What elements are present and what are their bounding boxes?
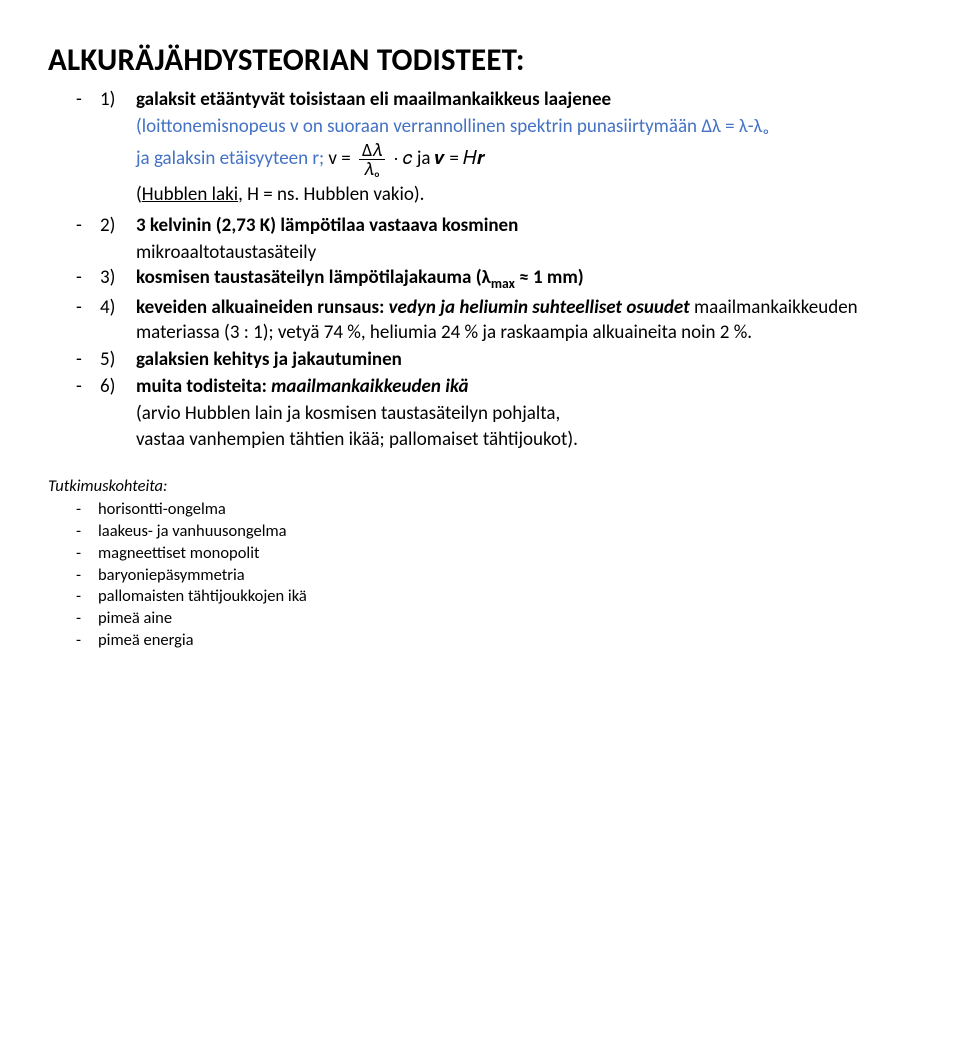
- galaxy-distance-note: ja galaksin etäisyyteen r;: [136, 147, 328, 170]
- research-subjects-list: -horisontti-ongelma -laakeus- ja vanhuus…: [76, 499, 912, 651]
- tk-item: laakeus- ja vanhuusongelma: [98, 521, 287, 543]
- item-text-pre: muita todisteita:: [136, 375, 271, 398]
- bullet-dash: -: [76, 543, 98, 565]
- list-item: - 1) galaksit etääntyvät toisistaan eli …: [76, 87, 912, 112]
- item-text-pre: keveiden alkuaineiden runsaus:: [136, 296, 389, 319]
- item-continuation-1: (arvio Hubblen lain ja kosmisen taustasä…: [136, 402, 560, 425]
- item-text-line2: mikroaaltotaustasäteily: [136, 241, 316, 264]
- list-item: - 4) keveiden alkuaineiden runsaus: vedy…: [76, 295, 912, 345]
- tk-item: pimeä aine: [98, 608, 172, 630]
- lambda-value: ≈ 1 mm): [515, 266, 584, 289]
- velocity-equation-lhs: v =: [328, 147, 350, 170]
- fraction-denominator: 𝜆ₒ: [359, 160, 385, 178]
- tk-item: pimeä energia: [98, 630, 194, 652]
- hubble-constant-note: , H = ns. Hubblen vakio).: [238, 183, 424, 206]
- tk-item: magneettiset monopolit: [98, 543, 260, 565]
- list-item: -pallomaisten tähtijoukkojen ikä: [76, 586, 912, 608]
- lambda-open: (λ: [476, 266, 491, 289]
- list-item: - 5) galaksien kehitys ja jakautuminen: [76, 347, 912, 372]
- fraction: Δ𝜆 𝜆ₒ: [359, 141, 385, 178]
- item-number: 4): [100, 295, 136, 320]
- bullet-dash: -: [76, 374, 100, 399]
- list-item: -magneettiset monopolit: [76, 543, 912, 565]
- item-number: 5): [100, 347, 136, 372]
- item-number: 1): [100, 87, 136, 112]
- item-text: kosmisen taustasäteilyn lämpötilajakauma: [136, 266, 476, 289]
- bullet-dash: -: [76, 499, 98, 521]
- list-item: -pimeä energia: [76, 630, 912, 652]
- page-title: ALKURÄJÄHDYSTEORIAN TODISTEET:: [48, 40, 912, 81]
- list-item: - 3) kosmisen taustasäteilyn lämpötilaja…: [76, 265, 912, 293]
- tk-item: baryoniepäsymmetria: [98, 565, 245, 587]
- item-text-line1: 3 kelvinin (2,73 K) lämpötilaa vastaava …: [136, 214, 518, 237]
- list-item: - 2) 3 kelvinin (2,73 K) lämpötilaa vast…: [76, 213, 912, 238]
- bullet-dash: -: [76, 295, 100, 320]
- list-item: -laakeus- ja vanhuusongelma: [76, 521, 912, 543]
- bullet-dash: -: [76, 608, 98, 630]
- item-text-italic: vedyn ja heliumin suhteelliset osuudet: [389, 296, 690, 319]
- tk-item: horisontti-ongelma: [98, 499, 226, 521]
- bullet-dash: -: [76, 586, 98, 608]
- bullet-dash: -: [76, 87, 100, 112]
- list-item: -baryoniepäsymmetria: [76, 565, 912, 587]
- item-text-bolditalic: maailmankaikkeuden ikä: [271, 375, 468, 398]
- evidence-list: - 1) galaksit etääntyvät toisistaan eli …: [76, 87, 912, 452]
- item-text: galaksien kehitys ja jakautuminen: [136, 348, 402, 371]
- bullet-dash: -: [76, 521, 98, 543]
- tk-item: pallomaisten tähtijoukkojen ikä: [98, 586, 307, 608]
- bullet-dash: -: [76, 347, 100, 372]
- item-headline: galaksit etääntyvät toisistaan eli maail…: [136, 88, 611, 111]
- bullet-dash: -: [76, 565, 98, 587]
- equation-middle: ∙ 𝑐 ja: [389, 147, 435, 170]
- item-number: 2): [100, 213, 136, 238]
- redshift-note: (loittonemisnopeus v on suoraan verranno…: [136, 115, 769, 138]
- hubble-velocity-equation: 𝒗 = 𝐻𝒓: [435, 147, 485, 170]
- item-number: 6): [100, 374, 136, 399]
- bullet-dash: -: [76, 630, 98, 652]
- list-item: -pimeä aine: [76, 608, 912, 630]
- list-item: - 6) muita todisteita: maailmankaikkeude…: [76, 374, 912, 399]
- hubble-law-link: Hubblen laki: [142, 183, 238, 206]
- bullet-dash: -: [76, 213, 100, 238]
- bullet-dash: -: [76, 265, 100, 290]
- research-subjects-heading: Tutkimuskohteita:: [48, 476, 912, 498]
- lambda-subscript: max: [491, 275, 515, 292]
- list-item: -horisontti-ongelma: [76, 499, 912, 521]
- item-continuation-2: vastaa vanhempien tähtien ikää; pallomai…: [136, 428, 578, 451]
- item-number: 3): [100, 265, 136, 290]
